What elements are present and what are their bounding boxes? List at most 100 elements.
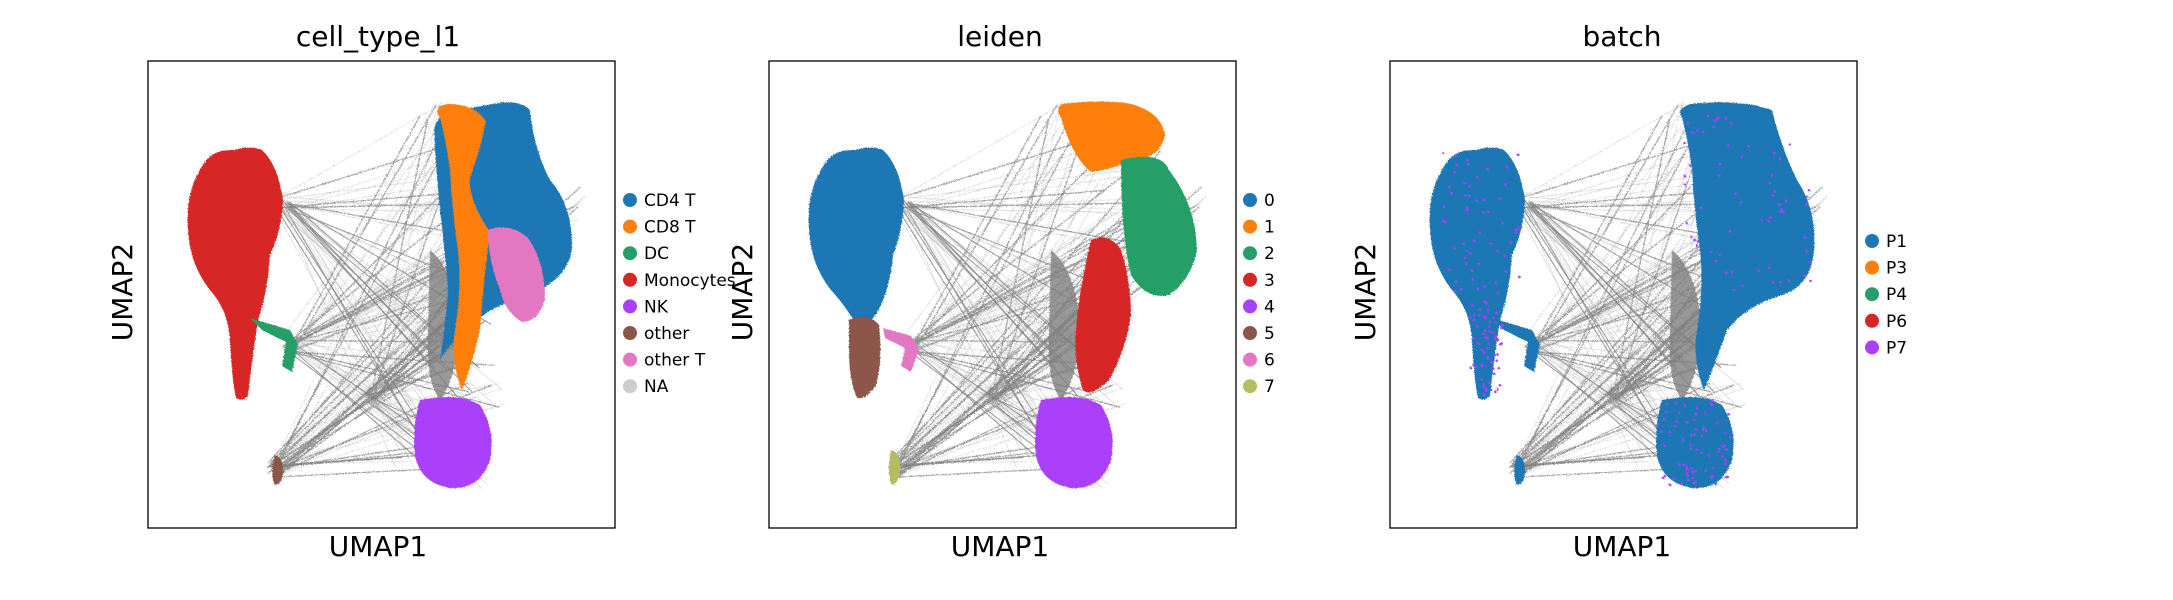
cluster-6 xyxy=(883,328,919,372)
speckle-point xyxy=(1739,201,1742,204)
graph-edge xyxy=(993,151,1072,399)
speckle-point xyxy=(1778,203,1781,207)
cluster-7 xyxy=(889,450,901,485)
speckle-point xyxy=(1460,288,1463,291)
speckle-point xyxy=(1770,173,1774,177)
graph-edge xyxy=(907,199,1070,433)
speckle-point xyxy=(1497,366,1500,370)
speckle-point xyxy=(1709,250,1713,254)
speckle-point xyxy=(1492,331,1495,334)
speckle-point xyxy=(1685,221,1689,225)
plot-frame xyxy=(147,60,616,529)
speckle-point xyxy=(1685,468,1689,472)
speckle-point xyxy=(1500,326,1503,330)
graph-edge xyxy=(991,149,1079,404)
graph-edge xyxy=(293,342,436,359)
graph-edge xyxy=(902,206,1017,468)
graph-edge xyxy=(1000,395,1034,466)
speckle-point xyxy=(1689,447,1692,450)
speckle-point xyxy=(1491,360,1494,364)
cluster-right-body xyxy=(1680,102,1815,391)
speckle-point xyxy=(1516,153,1520,156)
speckle-point xyxy=(1779,210,1782,214)
speckle-point xyxy=(1477,262,1480,266)
panel-batch: batch UMAP1 UMAP2 P1 P3 P4 P6 P7 xyxy=(1349,20,1907,563)
legend-label: 3 xyxy=(1264,271,1275,291)
speckle-point xyxy=(1486,167,1489,171)
speckle-point xyxy=(1442,205,1446,209)
graph-edge xyxy=(909,115,1042,352)
speckle-point xyxy=(1656,422,1659,426)
speckle-point xyxy=(1788,142,1792,146)
cluster-nk xyxy=(414,396,492,489)
legend-label: 1 xyxy=(1264,218,1275,238)
graph-edge xyxy=(916,103,1059,349)
graph-edge xyxy=(1621,395,1655,466)
speckle-point xyxy=(1695,244,1699,247)
graph-edge xyxy=(892,103,1063,471)
legend-marker xyxy=(1243,379,1257,394)
graph-edge xyxy=(902,209,1073,359)
legend-marker xyxy=(623,272,637,287)
speckle-point xyxy=(1488,325,1491,328)
speckle-point xyxy=(1717,450,1720,454)
speckle-point xyxy=(1704,469,1707,472)
speckle-point xyxy=(1659,429,1662,433)
speckle-point xyxy=(1702,426,1705,429)
graph-edge xyxy=(894,181,1100,478)
speckle-point xyxy=(1718,253,1721,257)
speckle-point xyxy=(1453,289,1456,293)
graph-edge xyxy=(276,211,410,460)
speckle-point xyxy=(1724,271,1728,275)
cluster-monocytes xyxy=(187,147,283,400)
speckle-point xyxy=(1717,116,1720,119)
speckle-point xyxy=(1691,131,1694,134)
speckle-point xyxy=(1485,389,1488,393)
speckle-point xyxy=(1723,462,1727,466)
graph-edge xyxy=(1517,145,1722,211)
legend-label: NA xyxy=(644,377,669,397)
speckle-point xyxy=(1465,249,1469,253)
speckle-point xyxy=(1480,364,1484,368)
graph-edge xyxy=(277,199,449,324)
legend-label: 0 xyxy=(1264,191,1275,211)
cluster-0 xyxy=(808,147,904,330)
speckle-point xyxy=(1514,228,1517,232)
graph-edge xyxy=(287,201,434,443)
speckle-point xyxy=(1780,208,1783,212)
speckle-point xyxy=(1454,154,1458,157)
speckle-point xyxy=(1500,324,1504,327)
legend-label: CD4 T xyxy=(644,191,696,211)
cluster-4 xyxy=(1035,396,1113,489)
y-axis-label: UMAP2 xyxy=(106,243,139,342)
speckle-point xyxy=(1518,275,1521,279)
cluster-1 xyxy=(1058,101,1165,172)
speckle-point xyxy=(1491,367,1495,370)
graph-edge xyxy=(1520,103,1685,198)
graph-edge xyxy=(891,456,1024,467)
graph-edge xyxy=(1537,337,1671,430)
legend-marker xyxy=(1243,219,1257,234)
legend: 0 1 2 3 4 5 6 7 xyxy=(1243,191,1275,397)
y-axis-label: UMAP2 xyxy=(726,243,759,342)
graph-edge xyxy=(1519,199,1691,324)
legend-marker xyxy=(623,299,637,314)
graph-edge xyxy=(896,145,1101,211)
speckle-point xyxy=(1688,163,1692,167)
speckle-point xyxy=(1470,303,1474,307)
graph-edge xyxy=(897,208,1043,440)
legend-marker xyxy=(1865,313,1879,328)
speckle-point xyxy=(1663,444,1666,447)
speckle-point xyxy=(1482,332,1485,336)
graph-edge xyxy=(286,199,449,433)
graph-edge xyxy=(1524,349,1741,408)
speckle-point xyxy=(1504,183,1507,186)
speckle-point xyxy=(1757,269,1760,273)
legend-label: Monocytes xyxy=(644,271,736,291)
speckle-point xyxy=(1696,129,1699,133)
speckle-point xyxy=(1673,424,1677,428)
speckle-point xyxy=(1478,313,1481,317)
legend-label: P1 xyxy=(1886,232,1907,252)
graph-edge xyxy=(897,202,1049,436)
speckle-point xyxy=(1472,363,1475,367)
